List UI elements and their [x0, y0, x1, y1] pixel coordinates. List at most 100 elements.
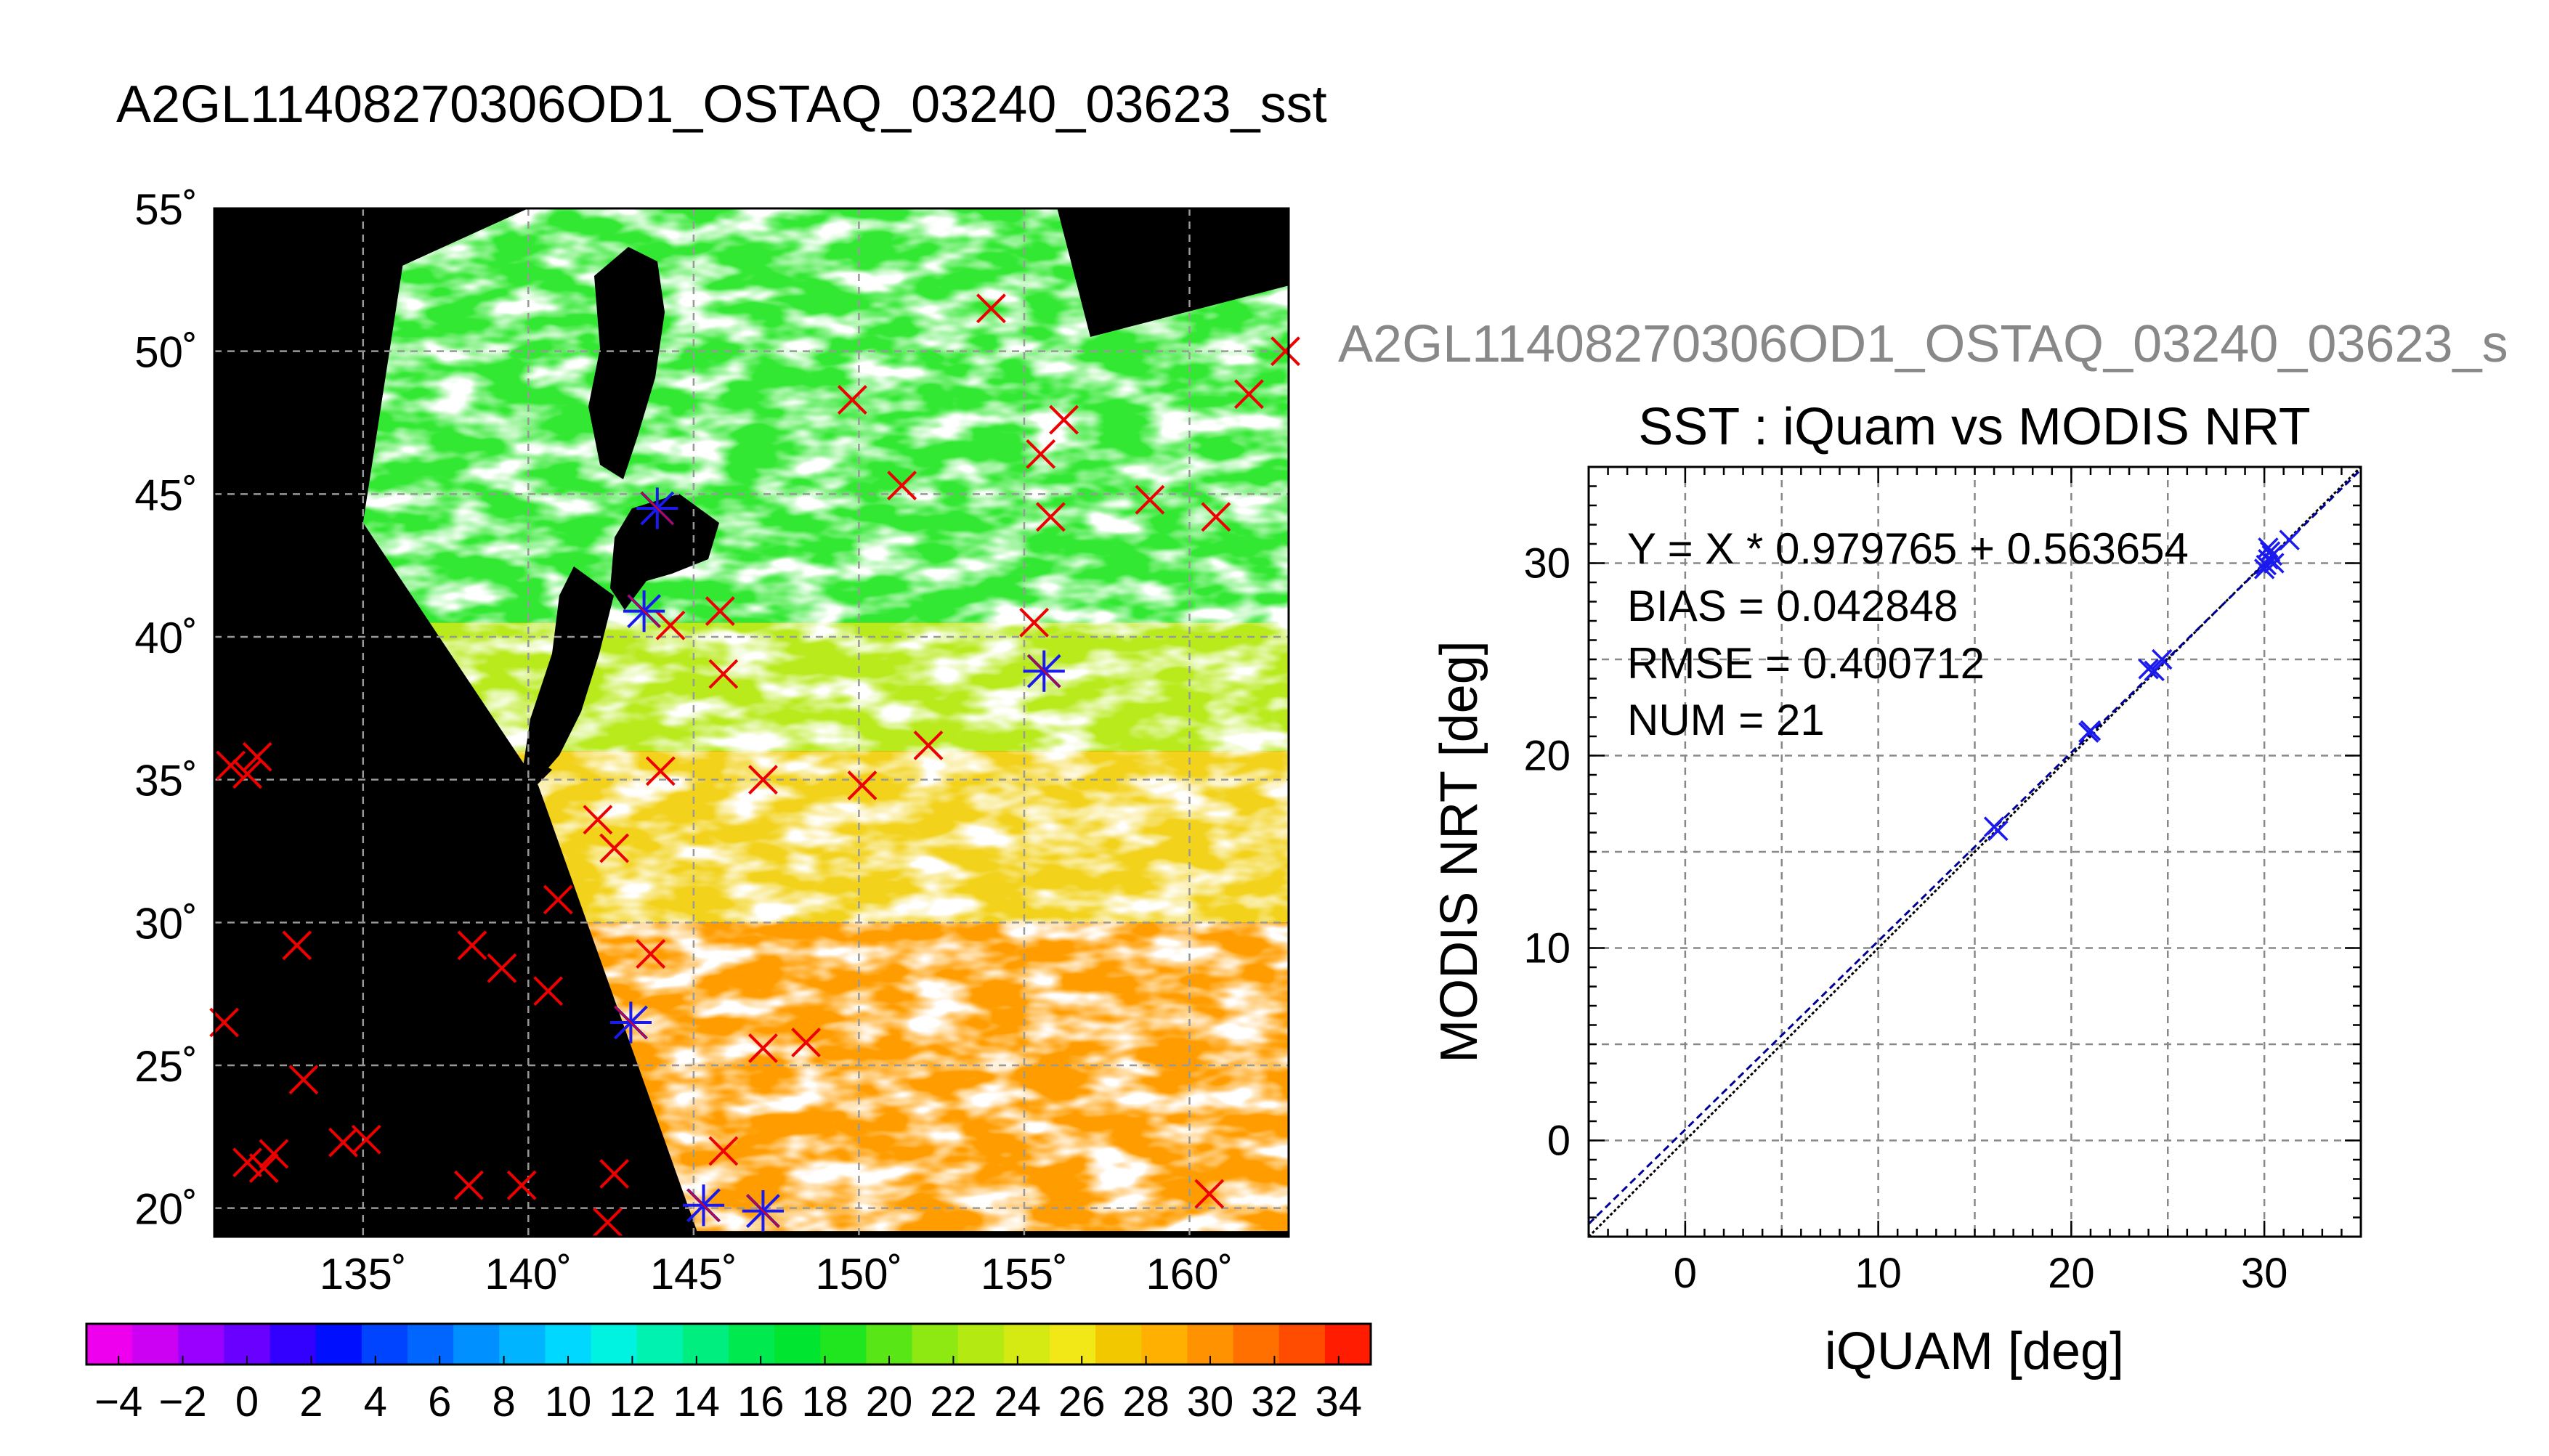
colorbar-cell [1324, 1324, 1371, 1365]
observation-marker [216, 750, 246, 781]
map-lat-tick-label: 35˚ [134, 757, 198, 805]
scatter-panel: SST : iQuam vs MODIS NRT 0 10 20 30 0 10 20 30… [1430, 398, 2362, 1380]
colorbar-tick-label: 8 [492, 1378, 515, 1426]
observation-marker [705, 596, 735, 627]
scatter-point [2259, 541, 2281, 562]
observation-marker [1135, 484, 1165, 515]
scatter-point [2261, 545, 2282, 566]
scatter-point [2279, 529, 2300, 550]
colorbar-frame [85, 1322, 1372, 1366]
secondary-title: A2GL11408270306OD1_OSTAQ_03240_03623_s [1338, 315, 2508, 373]
scatter-point [2144, 660, 2165, 682]
colorbar-cell [178, 1324, 225, 1365]
matchup-marker [742, 1190, 785, 1232]
colorbar-tick-label: 12 [609, 1378, 656, 1426]
regression-line [1589, 468, 2361, 1225]
observation-marker [1233, 379, 1264, 410]
colorbar-tick-label: −4 [94, 1378, 142, 1426]
colorbar-tick-label: 28 [1122, 1378, 1170, 1426]
stats-num: NUM = 21 [1627, 696, 1825, 744]
observation-marker [593, 1207, 623, 1237]
observation-marker [913, 731, 944, 760]
colorbar-tick-label: 30 [1187, 1378, 1234, 1426]
main-title: A2GL11408270306OD1_OSTAQ_03240_03623_sst [116, 76, 1327, 134]
sakhalin-land [588, 247, 665, 479]
colorbar-cell [361, 1324, 408, 1365]
colorbar-tick-label: 22 [930, 1378, 977, 1426]
island-land [523, 755, 552, 784]
matchup-marker [623, 590, 665, 633]
stats-equation: Y = X * 0.979765 + 0.563654 [1627, 524, 2189, 573]
observation-marker [248, 1153, 279, 1184]
matchup-marker [636, 487, 678, 529]
observation-marker [288, 1065, 319, 1095]
map-lon-tick-label: 155˚ [981, 1250, 1068, 1298]
map-lat-tick-label: 40˚ [134, 614, 198, 662]
colorbar-tick-label: 4 [364, 1378, 387, 1426]
colorbar-cell [1141, 1324, 1188, 1365]
scatter-point [2080, 720, 2102, 741]
observation-marker [1201, 502, 1231, 532]
observation-marker [453, 1170, 484, 1200]
colorbar-cell [636, 1324, 684, 1365]
observation-marker [847, 770, 878, 800]
matchup-marker [1023, 650, 1065, 692]
colorbar-tick-label: 2 [299, 1378, 323, 1426]
observation-marker [1194, 1179, 1225, 1209]
matchup-marker [682, 1184, 725, 1227]
map-lat-tick-label: 45˚ [134, 471, 198, 519]
observation-marker [645, 756, 676, 786]
scatter-y-tick-label: 10 [1523, 925, 1571, 972]
colorbar-cell [499, 1324, 546, 1365]
scatter-x-tick-label: 0 [1674, 1250, 1697, 1297]
scatter-x-tick-label: 30 [2241, 1250, 2288, 1297]
observation-marker [506, 1170, 537, 1200]
observation-marker [1049, 404, 1079, 435]
scatter-point [2138, 659, 2159, 680]
colorbar-tick-label: 18 [801, 1378, 848, 1426]
observation-marker [708, 1136, 739, 1166]
map-lon-tick-label: 145˚ [650, 1250, 737, 1298]
observation-marker [708, 659, 739, 689]
map-lat-tick-label: 30˚ [134, 899, 198, 948]
observation-marker [583, 805, 613, 835]
scatter-title: SST : iQuam vs MODIS NRT [1638, 398, 2311, 456]
observation-marker [1271, 336, 1300, 367]
colorbar-cell [774, 1324, 821, 1365]
honshu-land [522, 566, 614, 784]
colorbar-cell [957, 1324, 1005, 1365]
colorbar-tick-label: 34 [1316, 1378, 1363, 1426]
map-grid [214, 208, 1289, 1237]
colorbar-cell [912, 1324, 959, 1365]
observation-marker [1026, 439, 1056, 469]
observation-marker [599, 1159, 630, 1189]
colorbar-cell [729, 1324, 775, 1365]
observation-marker [351, 1124, 381, 1155]
scatter-x-tick-label: 10 [1855, 1250, 1902, 1297]
map-longitude-labels: 135˚ 140˚ 145˚ 150˚ 155˚ 160˚ [320, 1250, 1233, 1298]
map-lon-tick-label: 160˚ [1146, 1250, 1233, 1298]
land-mask [522, 247, 719, 784]
colorbar-tick-label: 0 [235, 1378, 259, 1426]
colorbar-cell [1278, 1324, 1326, 1365]
scatter-points [1983, 529, 2300, 842]
scatter-stats: Y = X * 0.979765 + 0.563654 BIAS = 0.042… [1627, 524, 2189, 744]
matchup-marker [609, 1001, 652, 1044]
map-lat-tick-label: 25˚ [134, 1042, 198, 1091]
colorbar-labels: −4 −2 0 2 4 6 8 10 12 14 16 18 20 22 24 26 28 30 32 34 [94, 1356, 1362, 1426]
colorbar-tick-label: 26 [1058, 1378, 1106, 1426]
observation-marker [791, 1028, 822, 1057]
colorbar-cell [591, 1324, 638, 1365]
map-lat-tick-label: 20˚ [134, 1185, 198, 1234]
observation-marker [655, 610, 686, 640]
colorbar-cell [1095, 1324, 1142, 1365]
map-lon-tick-label: 140˚ [485, 1250, 572, 1298]
colorbar-cell [453, 1324, 500, 1365]
scatter-point [1987, 820, 2009, 842]
colorbar-cell [1050, 1324, 1096, 1365]
observation-marker [232, 1147, 262, 1178]
colorbar-cell [132, 1324, 179, 1365]
colorbar-tick-label: 16 [737, 1378, 785, 1426]
hokkaido-land [610, 494, 719, 610]
